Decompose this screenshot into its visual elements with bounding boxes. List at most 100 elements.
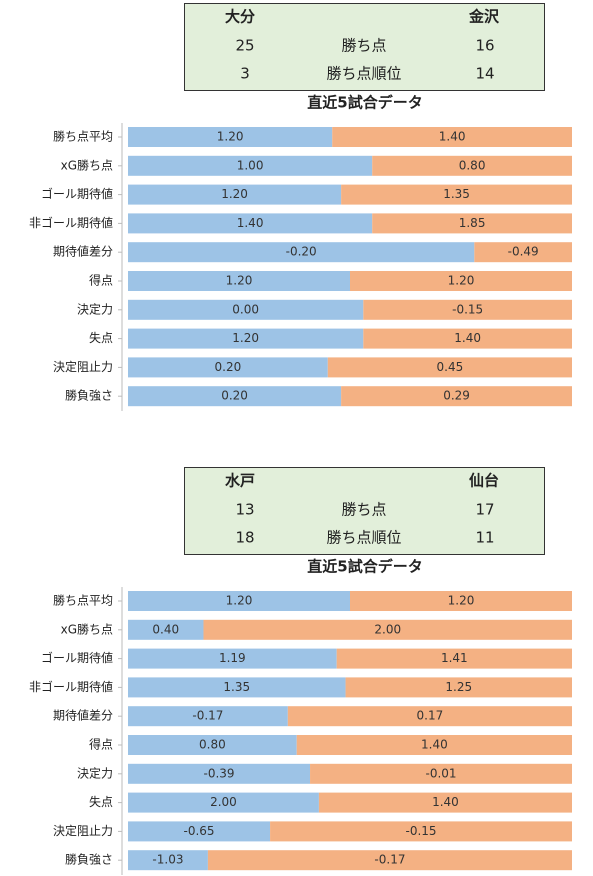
bar-right [363, 328, 572, 349]
value-left: 2.00 [210, 795, 237, 809]
stat-right: 17 [475, 501, 494, 519]
bar-right [372, 155, 572, 176]
value-right: 0.29 [443, 389, 470, 403]
value-right: -0.15 [406, 824, 437, 838]
bar-right [350, 271, 572, 291]
value-left: -0.17 [192, 709, 223, 723]
bar-left [128, 619, 204, 640]
stat-label: 勝ち点 [341, 37, 386, 55]
value-left: 1.19 [219, 651, 246, 665]
stat-left: 25 [235, 37, 254, 55]
bar-left [128, 155, 373, 176]
team-name: 水戸 [225, 472, 255, 490]
row-label: 非ゴール期待値 [29, 679, 113, 694]
bar-right [341, 386, 572, 407]
row-label: 勝ち点平均 [53, 593, 113, 608]
row-label: ゴール期待値 [41, 650, 113, 665]
bar-right [207, 850, 573, 871]
team-name: 金沢 [468, 8, 500, 26]
team-name: 仙台 [469, 472, 499, 490]
value-left: 1.20 [217, 130, 244, 144]
row-label: xG勝ち点 [61, 157, 113, 172]
row-label: 失点 [89, 794, 113, 809]
bar-right [203, 619, 573, 640]
value-left: 0.00 [232, 302, 259, 316]
bar-right [336, 648, 572, 669]
bar-left [128, 591, 350, 611]
bar-left [128, 735, 297, 755]
row-label: 勝負強さ [65, 388, 113, 403]
bar-right [327, 357, 572, 378]
value-right: 1.41 [441, 651, 468, 665]
bar-right [318, 792, 572, 813]
bar-left [128, 271, 350, 291]
bar-left [128, 184, 342, 205]
value-right: 1.25 [445, 680, 472, 694]
bar-right [363, 299, 572, 320]
value-right: 1.40 [439, 130, 466, 144]
bar-right [350, 591, 572, 611]
value-left: -0.20 [286, 245, 317, 259]
value-left: 0.40 [152, 622, 179, 636]
value-left: 0.20 [221, 389, 248, 403]
bar-left [128, 677, 346, 698]
value-right: -0.01 [425, 766, 456, 780]
bar-left [128, 127, 333, 147]
row-label: 勝ち点平均 [53, 129, 113, 144]
value-right: 1.35 [443, 187, 470, 201]
value-right: -0.49 [508, 245, 539, 259]
row-label: 得点 [89, 273, 113, 288]
stat-left: 18 [235, 529, 254, 547]
bar-left [128, 706, 288, 727]
bar-right [287, 706, 572, 727]
value-left: 1.00 [237, 158, 264, 172]
team-box [184, 3, 545, 91]
value-right: 1.20 [448, 594, 475, 608]
bar-right [474, 242, 572, 263]
team-name: 大分 [225, 8, 255, 26]
bar-left [128, 763, 311, 784]
bar-right [270, 821, 572, 842]
row-label: ゴール期待値 [41, 186, 113, 201]
row-label: 決定力 [77, 301, 113, 316]
stat-left: 3 [240, 65, 250, 83]
value-right: 2.00 [374, 622, 401, 636]
value-left: 1.35 [223, 680, 250, 694]
row-label: xG勝ち点 [61, 621, 113, 636]
row-label: 期待値差分 [53, 244, 113, 259]
row-label: 勝負強さ [65, 852, 113, 867]
value-right: 0.45 [437, 360, 464, 374]
value-right: 1.40 [421, 738, 448, 752]
row-label: 決定阻止力 [53, 823, 113, 838]
team-box [184, 467, 545, 555]
bar-left [128, 328, 364, 349]
value-right: 1.85 [459, 216, 486, 230]
bar-right [345, 677, 572, 698]
bar-left [128, 242, 475, 263]
stat-right: 11 [475, 529, 494, 547]
value-left: 1.20 [226, 594, 253, 608]
row-label: 失点 [89, 330, 113, 345]
value-left: 0.80 [199, 738, 226, 752]
value-left: 1.20 [226, 274, 253, 288]
bar-left [128, 299, 364, 320]
value-right: -0.17 [374, 853, 405, 867]
bar-left [128, 821, 271, 842]
bar-right [296, 735, 572, 755]
subtitle: 直近5試合データ [307, 94, 422, 112]
value-left: -1.03 [152, 853, 183, 867]
row-label: 期待値差分 [53, 708, 113, 723]
bar-left [128, 386, 342, 407]
value-left: 1.40 [237, 216, 264, 230]
row-label: 決定阻止力 [53, 359, 113, 374]
bar-left [128, 648, 337, 669]
bar-left [128, 213, 373, 234]
bar-right [332, 127, 572, 147]
value-left: -0.65 [184, 824, 215, 838]
row-label: 決定力 [77, 765, 113, 780]
value-left: 0.20 [215, 360, 242, 374]
stat-right: 16 [475, 37, 494, 55]
bar-right [372, 213, 572, 234]
value-left: 1.20 [221, 187, 248, 201]
